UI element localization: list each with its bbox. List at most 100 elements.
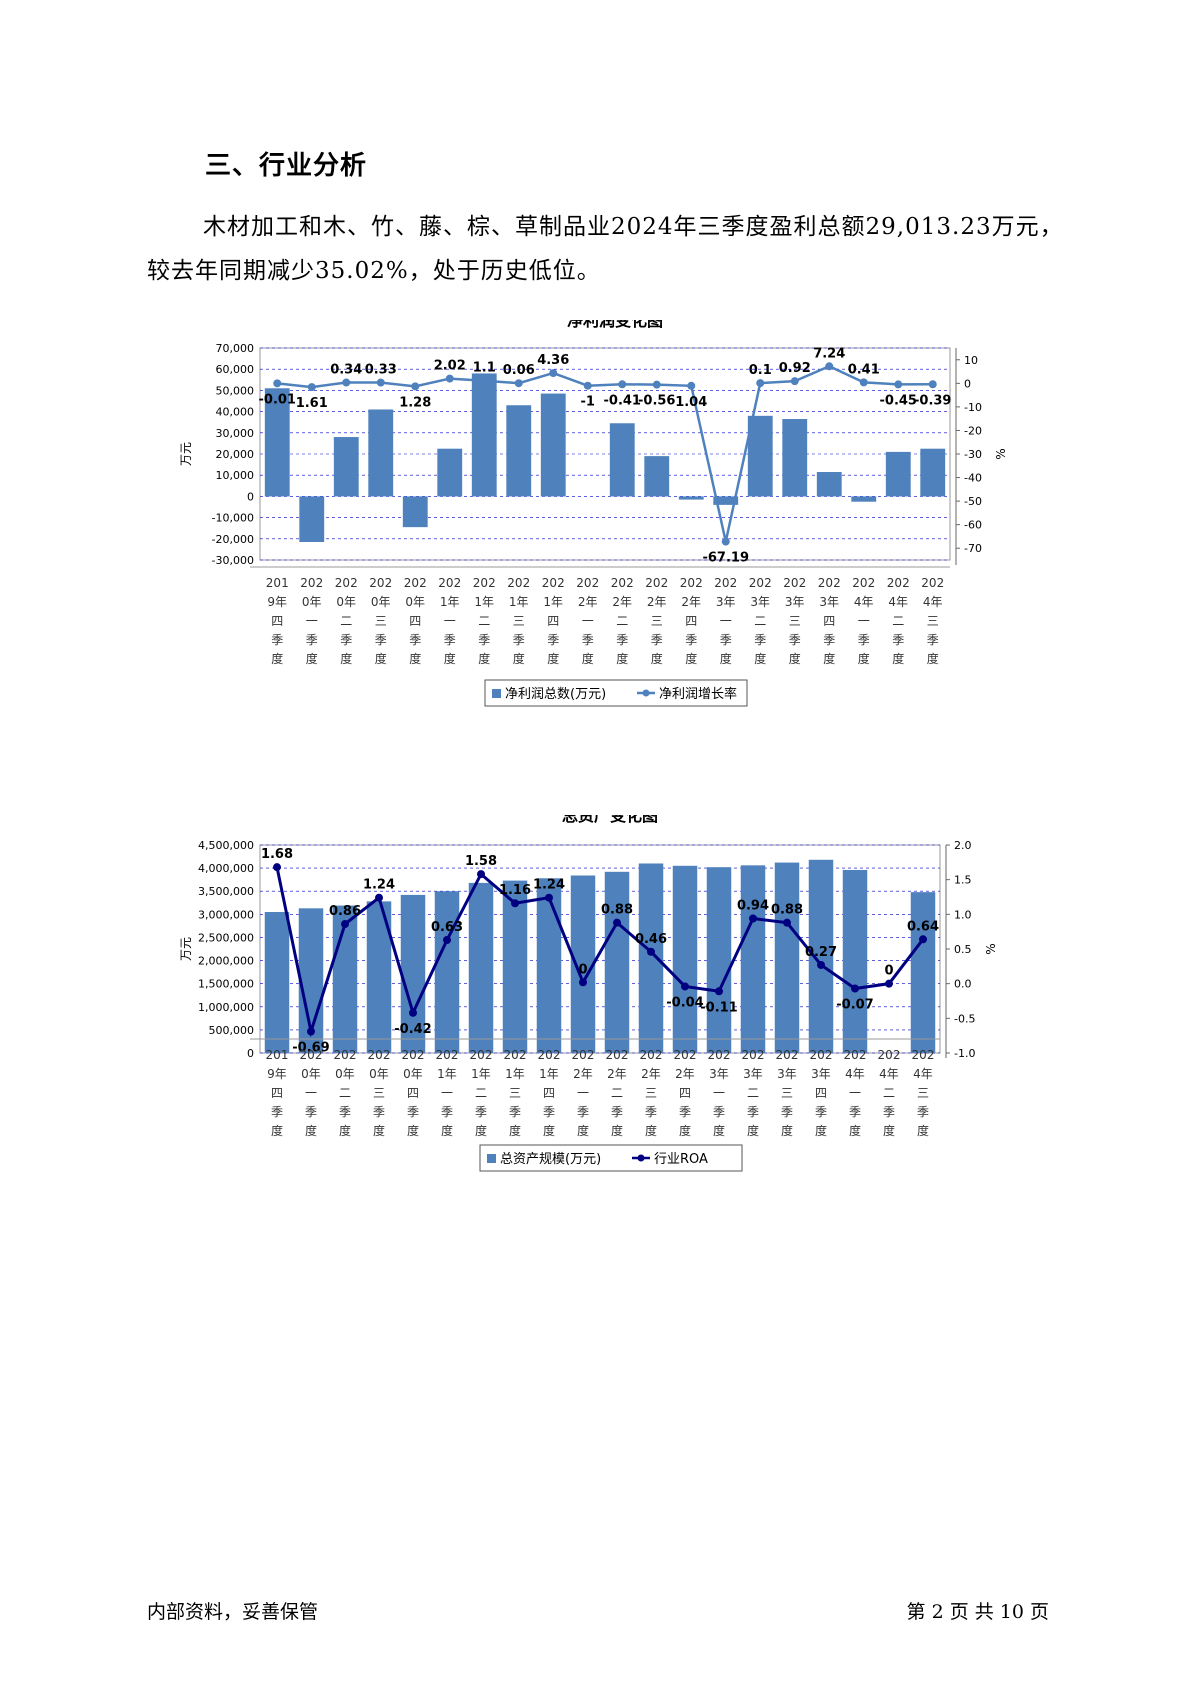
bar (910, 892, 936, 1053)
bar (706, 867, 732, 1053)
bar (851, 496, 877, 502)
y2-axis-label: % (984, 943, 998, 954)
bar (402, 496, 428, 528)
line-point (375, 893, 383, 902)
plot-area (259, 844, 941, 1054)
bar (264, 912, 290, 1053)
x-category-label: 202 0年四季度 (404, 576, 427, 666)
legend-line-marker (642, 689, 650, 697)
x-category-label: 202 2年二季度 (611, 576, 634, 666)
line-point (928, 380, 937, 389)
x-category-label: 202 4年二季度 (887, 576, 910, 666)
data-label: 0.88 (601, 903, 633, 918)
y-tick-label: 2,500,000 (198, 931, 254, 944)
bar (368, 409, 394, 497)
x-category-label: 202 0年二季度 (335, 576, 358, 666)
net-profit-chart: 净利润变化图 70,000 60,000 50,000 40,000 30,000 20,0… (179, 320, 1008, 707)
bar (842, 869, 868, 1053)
data-label: -0.56 (638, 394, 675, 409)
y2-tick-label: 0.5 (954, 943, 972, 956)
bar (609, 423, 635, 497)
y-tick-label: 60,000 (216, 363, 255, 376)
bar (540, 393, 566, 497)
x-category-label: 202 2年四季度 (680, 576, 703, 666)
line-point (681, 982, 689, 991)
data-label: 0.88 (771, 903, 803, 918)
data-label: 1.24 (363, 878, 395, 893)
x-category-label: 202 1年一季度 (438, 576, 461, 666)
x-category-label: 202 1年一季度 (436, 1048, 459, 1138)
x-category-label: 202 1年四季度 (538, 1048, 561, 1138)
bar (264, 388, 290, 497)
bar (332, 905, 358, 1053)
y-tick-label: 50,000 (216, 384, 255, 397)
x-category-label: 202 2年二季度 (606, 1048, 629, 1138)
x-category-label: 202 0年一季度 (300, 1048, 323, 1138)
data-label: -0.01 (259, 392, 296, 407)
x-category-label: 202 3年一季度 (714, 576, 737, 666)
line-point (477, 870, 485, 879)
x-category-label: 202 0年四季度 (402, 1048, 425, 1138)
data-label: 0.63 (431, 920, 463, 935)
x-category-label: 202 0年三季度 (368, 1048, 391, 1138)
legend-line-label: 净利润增长率 (659, 686, 737, 702)
x-category-label: 202 0年二季度 (334, 1048, 357, 1138)
line-point (859, 378, 868, 387)
x-category-label: 202 4年一季度 (852, 576, 875, 666)
data-label: 0 (578, 962, 587, 977)
y2-tick-label: -1.0 (954, 1047, 975, 1060)
x-category-label: 202 3年四季度 (818, 576, 841, 666)
line-point (715, 987, 723, 996)
line-point (342, 378, 351, 387)
line-point (549, 369, 558, 378)
data-label: 0.41 (848, 362, 880, 377)
line-point (919, 935, 927, 944)
line-point (341, 920, 349, 929)
bar (747, 415, 773, 497)
legend-line-label: 行业ROA (654, 1152, 708, 1167)
line-point (443, 935, 451, 944)
bar (816, 472, 842, 497)
bar (644, 456, 670, 497)
y2-tick-label: -60 (964, 519, 982, 532)
x-category-label: 202 3年三季度 (776, 1048, 799, 1138)
line-point (756, 379, 765, 388)
y-tick-label: 500,000 (209, 1024, 255, 1037)
x-category-label: 202 2年一季度 (572, 1048, 595, 1138)
line-point (749, 914, 757, 923)
data-label: -0.42 (394, 1022, 431, 1037)
data-label: 4.36 (537, 353, 569, 368)
data-label: 1.28 (399, 395, 431, 410)
line-point (817, 960, 825, 969)
data-label: 0.1 (749, 363, 772, 378)
data-label: -0.45 (880, 393, 917, 408)
line-point (273, 379, 282, 388)
line-point (885, 979, 893, 988)
data-label: 7.24 (813, 346, 845, 361)
x-category-label: 202 1年二季度 (470, 1048, 493, 1138)
x-category-label: 202 1年四季度 (542, 576, 565, 666)
bar (740, 865, 766, 1053)
data-label: -67.19 (702, 551, 749, 566)
y-tick-label: -10,000 (212, 512, 254, 525)
bar (506, 405, 532, 497)
bar (333, 437, 359, 497)
bar (638, 863, 664, 1053)
data-label: 1.68 (261, 847, 293, 862)
data-label: -0.39 (914, 393, 951, 408)
line-point (825, 362, 834, 371)
legend-bar-label: 净利润总数(万元) (505, 687, 606, 702)
line-series (275, 866, 925, 1038)
bar (713, 496, 739, 505)
line-point (894, 380, 903, 389)
y2-tick-label: 2.0 (954, 839, 972, 852)
x-category-label: 202 4年一季度 (844, 1048, 867, 1138)
y-tick-label: 4,500,000 (198, 839, 254, 852)
y-tick-label: -20,000 (212, 533, 254, 546)
y-tick-label: 20,000 (216, 448, 255, 461)
section-heading: 三、行业分析 (205, 151, 368, 181)
line-point (687, 381, 696, 390)
line-point (511, 899, 519, 908)
y-tick-label: 30,000 (216, 427, 255, 440)
y2-tick-label: 0 (964, 377, 971, 390)
